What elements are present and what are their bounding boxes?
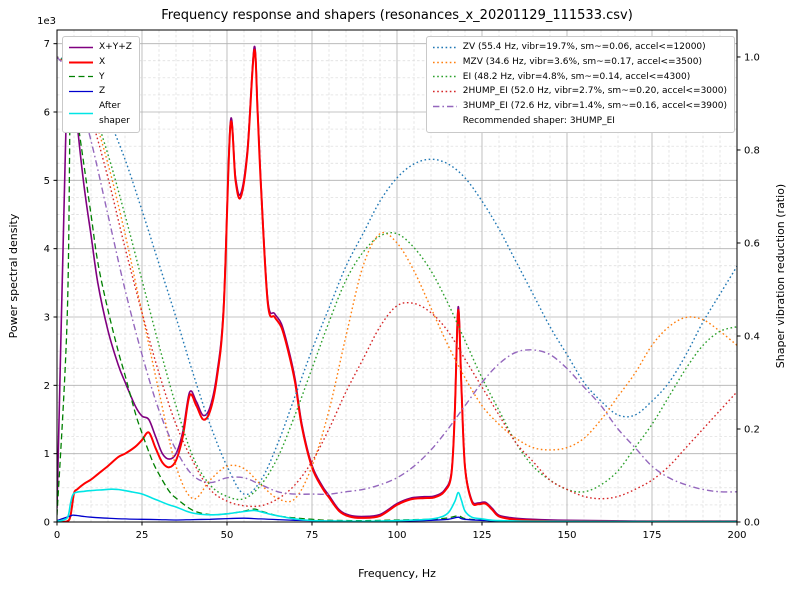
legend-line-sample-icon	[69, 76, 93, 78]
plot-border	[56, 29, 738, 523]
legend-item: X	[68, 55, 132, 70]
legend-shapers: ZV (55.4 Hz, vibr=19.7%, sm~=0.06, accel…	[425, 36, 735, 133]
y-left-tick-label: 2	[44, 381, 50, 392]
legend-item: Y	[68, 70, 132, 85]
legend-item-label: 3HUMP_EI (72.6 Hz, vibr=1.4%, sm~=0.16, …	[462, 101, 727, 112]
shaper-series-lines	[57, 56, 737, 508]
legend-psd: X+Y+Z X Y Z After shaper	[62, 36, 140, 133]
legend-item-label: ZV (55.4 Hz, vibr=19.7%, sm~=0.06, accel…	[462, 42, 706, 52]
legend-item-label: Z	[99, 86, 106, 97]
series-line-z	[57, 514, 737, 522]
series-line-zv	[57, 56, 737, 496]
legend-line-sample-icon	[432, 61, 457, 63]
y-right-tick-label: 0.0	[744, 518, 760, 529]
y-left-tick-label: 1	[44, 449, 50, 460]
y-right-tick-label: 0.8	[744, 145, 760, 156]
y-right-tick-label: 0.4	[744, 331, 760, 342]
x-tick-label: 125	[472, 530, 491, 541]
legend-item-label: EI (48.2 Hz, vibr=4.8%, sm~=0.14, accel<…	[462, 71, 691, 82]
x-tick-label: 75	[306, 530, 319, 541]
y-left-tick-label: 0	[44, 518, 50, 529]
y-axis-offset-text: 1e3	[37, 16, 56, 27]
series-line-3hump-ei	[57, 56, 737, 495]
x-tick-label: 0	[54, 530, 60, 541]
recommended-shaper-note: Recommended shaper: 3HUMP_EI	[462, 115, 615, 126]
y-right-tick-label: 0.6	[744, 238, 760, 249]
legend-item: MZV (34.6 Hz, vibr=3.6%, sm~=0.17, accel…	[432, 55, 727, 70]
y-left-tick-label: 6	[44, 108, 50, 119]
y-right-tick-label: 0.2	[744, 424, 760, 435]
legend-item-label: X+Y+Z	[99, 42, 132, 52]
legend-item: X+Y+Z	[68, 40, 132, 55]
chart-title: Frequency response and shapers (resonanc…	[161, 8, 633, 23]
y-right-tick-label: 1.0	[744, 52, 760, 63]
y-left-tick-label: 4	[44, 244, 50, 255]
legend-item: ZV (55.4 Hz, vibr=19.7%, sm~=0.06, accel…	[432, 40, 727, 55]
x-axis-label: Frequency, Hz	[358, 567, 436, 580]
legend-item-label: 2HUMP_EI (52.0 Hz, vibr=2.7%, sm~=0.20, …	[462, 86, 727, 97]
x-tick-label: 25	[136, 530, 149, 541]
legend-item-label: Y	[99, 71, 105, 82]
y-left-tick-label: 7	[44, 39, 50, 50]
legend-item-label: MZV (34.6 Hz, vibr=3.6%, sm~=0.17, accel…	[462, 56, 702, 67]
legend-note-spacer	[432, 116, 458, 127]
y-right-axis-label: Shaper vibration reduction (ratio)	[774, 184, 787, 368]
axis-ticks: 0 25 50 75 100 125 150 175 200 0 1 2 3 4 5 6 7 0.0 0.2 0.4 0…	[44, 39, 760, 541]
y-left-tick-label: 3	[44, 313, 50, 324]
legend-line-sample-icon	[69, 91, 93, 93]
legend-line-sample-icon	[69, 46, 93, 49]
legend-item: Z	[68, 84, 132, 99]
psd-series-lines	[57, 44, 737, 522]
x-tick-label: 150	[557, 530, 576, 541]
legend-line-sample-icon	[432, 91, 457, 93]
x-tick-label: 175	[642, 530, 661, 541]
legend-item: After shaper	[68, 99, 132, 129]
series-line-after-shaper	[57, 488, 737, 522]
x-tick-label: 200	[727, 530, 746, 541]
legend-item-label: X	[99, 56, 106, 67]
legend-line-sample-icon	[432, 46, 457, 49]
y-left-axis-label: Power spectral density	[7, 213, 20, 338]
legend-line-sample-icon	[432, 105, 457, 108]
legend-item: 3HUMP_EI (72.6 Hz, vibr=1.4%, sm~=0.16, …	[432, 99, 727, 114]
x-tick-label: 100	[387, 530, 406, 541]
legend-note-row: Recommended shaper: 3HUMP_EI	[432, 114, 727, 129]
x-tick-label: 50	[221, 530, 234, 541]
series-line-x	[57, 49, 737, 522]
legend-line-sample-icon	[69, 61, 93, 64]
y-left-tick-label: 5	[44, 176, 50, 187]
legend-item-label: After shaper	[99, 101, 130, 126]
legend-line-sample-icon	[69, 113, 93, 115]
legend-item: EI (48.2 Hz, vibr=4.8%, sm~=0.14, accel<…	[432, 70, 727, 85]
legend-line-sample-icon	[432, 76, 457, 78]
legend-item: 2HUMP_EI (52.0 Hz, vibr=2.7%, sm~=0.20, …	[432, 84, 727, 99]
